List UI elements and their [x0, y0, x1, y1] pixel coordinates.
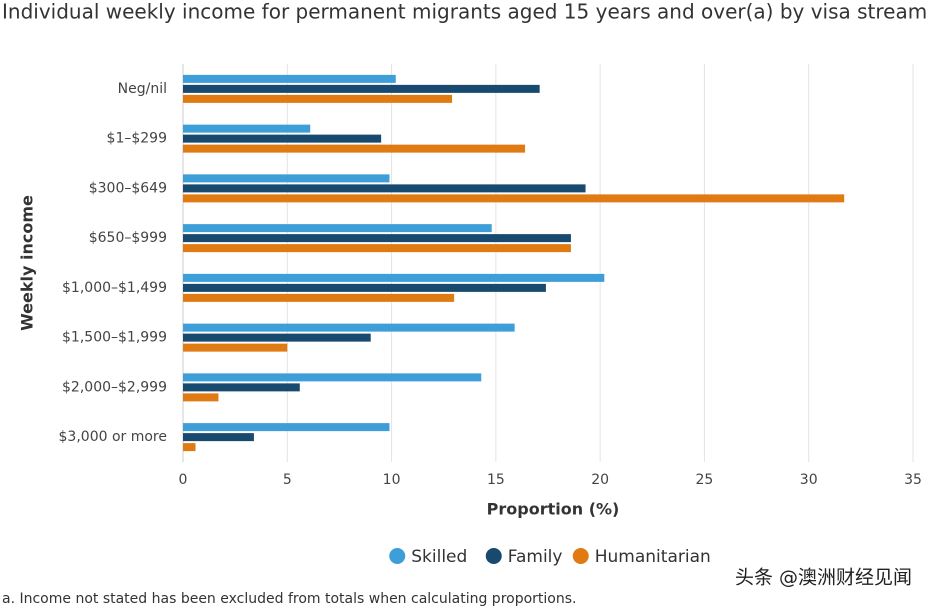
- x-tick-label: 0: [179, 472, 188, 488]
- footnote: a. Income not stated has been excluded f…: [2, 591, 576, 607]
- bar: [183, 333, 371, 342]
- x-tick-label: 30: [800, 472, 818, 488]
- legend-marker: [485, 548, 502, 564]
- legend-marker: [572, 548, 589, 564]
- bar: [183, 194, 845, 203]
- chart-title: Individual weekly income for permanent m…: [2, 0, 927, 24]
- bar: [183, 323, 515, 332]
- y-axis-label: Weekly income: [18, 195, 37, 331]
- bar: [183, 84, 540, 93]
- legend-label: Family: [508, 547, 563, 567]
- bar: [183, 443, 196, 452]
- y-tick-label: $1–$299: [107, 131, 167, 147]
- bar: [183, 234, 571, 243]
- y-tick-label: $3,000 or more: [59, 429, 167, 445]
- x-tick-label: 25: [696, 472, 714, 488]
- bar: [183, 74, 396, 83]
- bar: [183, 343, 288, 352]
- bar: [183, 433, 254, 442]
- y-tick-label: $650–$999: [89, 230, 167, 246]
- bar: [183, 134, 382, 143]
- x-tick-label: 20: [591, 472, 609, 488]
- bar: [183, 124, 311, 133]
- x-tick-label: 10: [383, 472, 401, 488]
- bar: [183, 144, 526, 153]
- x-tick-label: 35: [904, 472, 922, 488]
- y-tick-label: $2,000–$2,999: [62, 379, 167, 395]
- bar: [183, 224, 492, 233]
- bar: [183, 383, 300, 392]
- x-tick-label: 5: [283, 472, 292, 488]
- bar: [183, 393, 219, 402]
- bar: [183, 94, 453, 103]
- bar: [183, 273, 605, 282]
- y-tick-label: $1,000–$1,499: [62, 280, 167, 296]
- bar: [183, 174, 390, 183]
- bar: [183, 423, 390, 432]
- y-tick-label: $300–$649: [89, 180, 167, 196]
- bar: [183, 373, 482, 382]
- y-tick-label: $1,500–$1,999: [62, 330, 167, 346]
- legend-marker: [389, 548, 406, 564]
- bar: [183, 283, 546, 292]
- bar: [183, 244, 571, 253]
- y-tick-label: Neg/nil: [118, 81, 167, 97]
- watermark: 头条 @澳洲财经见闻: [735, 567, 912, 589]
- x-axis-label: Proportion (%): [487, 500, 620, 519]
- legend-label: Humanitarian: [595, 547, 711, 567]
- bar: [183, 293, 455, 302]
- bar: [183, 184, 586, 193]
- x-tick-label: 15: [487, 472, 505, 488]
- legend-label: Skilled: [411, 547, 467, 567]
